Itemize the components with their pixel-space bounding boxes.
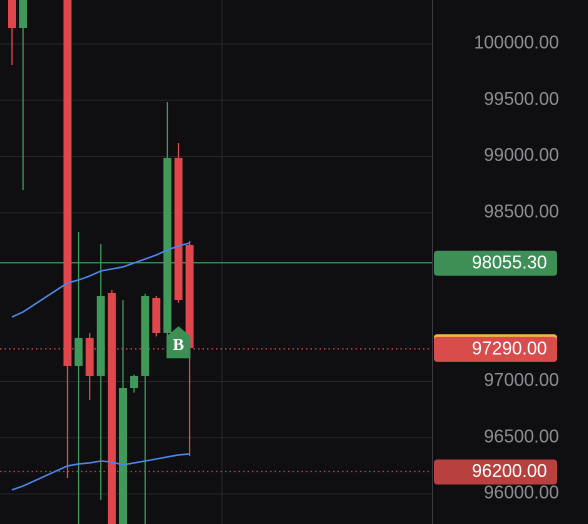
plot-area: B [0, 0, 432, 524]
candle-body [7, 0, 16, 29]
candle-body [85, 337, 94, 376]
candle-body [19, 0, 28, 29]
candle-body [63, 0, 72, 366]
candle-body [152, 297, 161, 333]
y-tick-label: 98500.00 [484, 201, 559, 221]
y-tick-label: 96500.00 [484, 426, 559, 446]
price-axis: 100000.00 99500.00 99000.00 98500.00 97000.0… [434, 33, 559, 503]
candle-body [74, 337, 83, 366]
candle-body [118, 387, 127, 524]
y-tick-label: 100000.00 [474, 33, 559, 53]
candle-body [185, 245, 194, 348]
moving-average [11, 453, 190, 491]
buy-marker [166, 326, 191, 359]
candle-body [141, 295, 150, 376]
y-tick-label: 97000.00 [484, 370, 559, 390]
moving-average [11, 242, 190, 318]
y-tick-label: 99000.00 [484, 145, 559, 165]
y-tick-label: 96000.00 [484, 483, 559, 503]
buy-marker-label: B [173, 335, 184, 354]
candle-body [163, 157, 172, 333]
candle-body [107, 292, 116, 524]
y-tick-label: 99500.00 [484, 89, 559, 109]
price-badge [434, 459, 557, 485]
candle-body [130, 375, 139, 388]
candle-body [96, 295, 105, 376]
price-badge-label: 96200.00 [472, 461, 547, 481]
price-badge-label: 97290.00 [472, 339, 547, 359]
candle-body [174, 157, 183, 301]
price-badge-label: 98055.30 [472, 253, 547, 273]
price-badge [434, 336, 557, 362]
price-badge [434, 250, 557, 276]
